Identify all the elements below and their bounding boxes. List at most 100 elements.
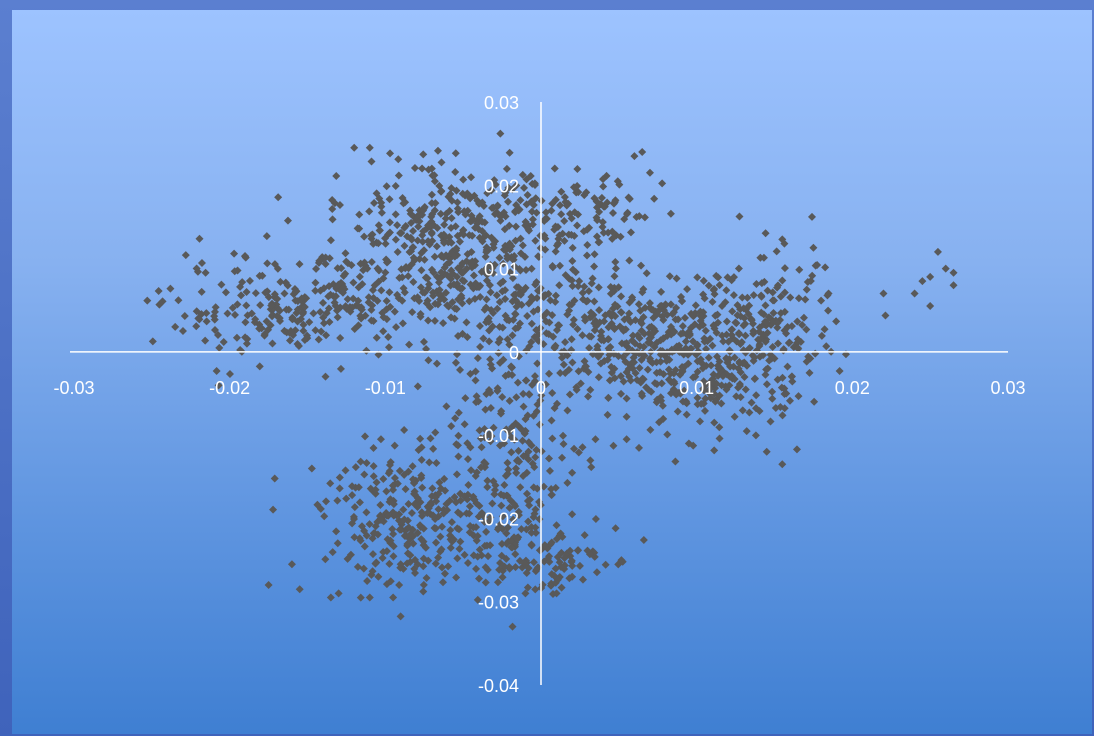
- data-point: [704, 353, 713, 362]
- data-point: [751, 431, 760, 440]
- data-point: [551, 291, 560, 300]
- data-point: [341, 249, 350, 258]
- data-point: [365, 593, 374, 602]
- data-point: [578, 443, 587, 452]
- data-point: [498, 323, 507, 332]
- data-point: [761, 301, 770, 310]
- data-point: [326, 479, 335, 488]
- data-point: [739, 304, 748, 313]
- data-point: [460, 550, 469, 559]
- data-point: [482, 248, 491, 257]
- data-point: [404, 523, 413, 532]
- data-point: [373, 296, 382, 305]
- data-point: [496, 212, 505, 221]
- data-point: [457, 291, 466, 300]
- data-point: [465, 297, 474, 306]
- data-point: [531, 528, 540, 537]
- data-point: [724, 337, 733, 346]
- data-point: [680, 313, 689, 322]
- data-point: [499, 491, 508, 500]
- data-point: [568, 256, 577, 265]
- data-point: [333, 539, 342, 548]
- data-point: [223, 309, 232, 318]
- data-point: [452, 304, 461, 313]
- data-point: [517, 425, 526, 434]
- data-point: [689, 337, 698, 346]
- data-point: [419, 150, 428, 159]
- data-point: [711, 311, 720, 320]
- data-point: [743, 293, 752, 302]
- data-point: [574, 188, 583, 197]
- data-point: [500, 225, 509, 234]
- data-point: [293, 339, 302, 348]
- data-point: [639, 285, 648, 294]
- data-point: [604, 323, 613, 332]
- data-point: [512, 393, 521, 402]
- x-tick-label: 0.03: [990, 378, 1025, 398]
- data-point: [738, 293, 747, 302]
- data-point: [793, 335, 802, 344]
- data-point: [421, 543, 430, 552]
- data-point: [376, 501, 385, 510]
- data-point: [493, 578, 502, 587]
- data-point: [503, 335, 512, 344]
- data-point: [533, 359, 542, 368]
- data-point: [778, 411, 787, 420]
- data-point: [335, 473, 344, 482]
- data-point: [242, 287, 251, 296]
- data-point: [735, 382, 744, 391]
- data-point: [594, 373, 603, 382]
- data-point: [355, 272, 364, 281]
- data-point: [583, 546, 592, 555]
- data-point: [605, 308, 614, 317]
- data-point: [469, 551, 478, 560]
- data-point: [324, 292, 333, 301]
- data-point: [647, 322, 656, 331]
- data-point: [759, 253, 768, 262]
- data-point: [389, 542, 398, 551]
- data-point: [267, 301, 276, 310]
- data-point: [432, 242, 441, 251]
- data-point: [369, 550, 378, 559]
- data-point: [761, 229, 770, 238]
- data-point: [481, 405, 490, 414]
- data-point: [528, 215, 537, 224]
- data-point: [496, 129, 505, 138]
- data-point: [483, 476, 492, 485]
- data-point: [617, 389, 626, 398]
- data-point: [406, 206, 415, 215]
- data-point: [718, 331, 727, 340]
- data-point: [617, 556, 626, 565]
- data-point: [531, 236, 540, 245]
- data-point: [237, 291, 246, 300]
- data-point: [434, 553, 443, 562]
- data-point: [436, 209, 445, 218]
- data-point: [503, 469, 512, 478]
- data-point: [512, 468, 521, 477]
- data-point: [225, 369, 234, 378]
- data-point: [586, 385, 595, 394]
- data-point: [409, 253, 418, 262]
- data-point: [508, 274, 517, 283]
- data-point: [331, 292, 340, 301]
- data-point: [346, 307, 355, 316]
- data-point: [710, 446, 719, 455]
- data-point: [551, 247, 560, 256]
- data-point: [251, 289, 260, 298]
- data-point: [362, 459, 371, 468]
- data-point: [557, 187, 566, 196]
- data-point: [232, 333, 241, 342]
- data-point: [463, 333, 472, 342]
- data-point: [629, 357, 638, 366]
- data-point: [742, 427, 751, 436]
- data-point: [773, 283, 782, 292]
- data-point: [778, 235, 787, 244]
- data-point: [230, 310, 239, 319]
- data-point: [705, 388, 714, 397]
- data-point: [733, 301, 742, 310]
- data-point: [793, 343, 802, 352]
- data-point: [475, 199, 484, 208]
- data-point: [439, 230, 448, 239]
- data-point: [567, 276, 576, 285]
- data-point: [760, 277, 769, 286]
